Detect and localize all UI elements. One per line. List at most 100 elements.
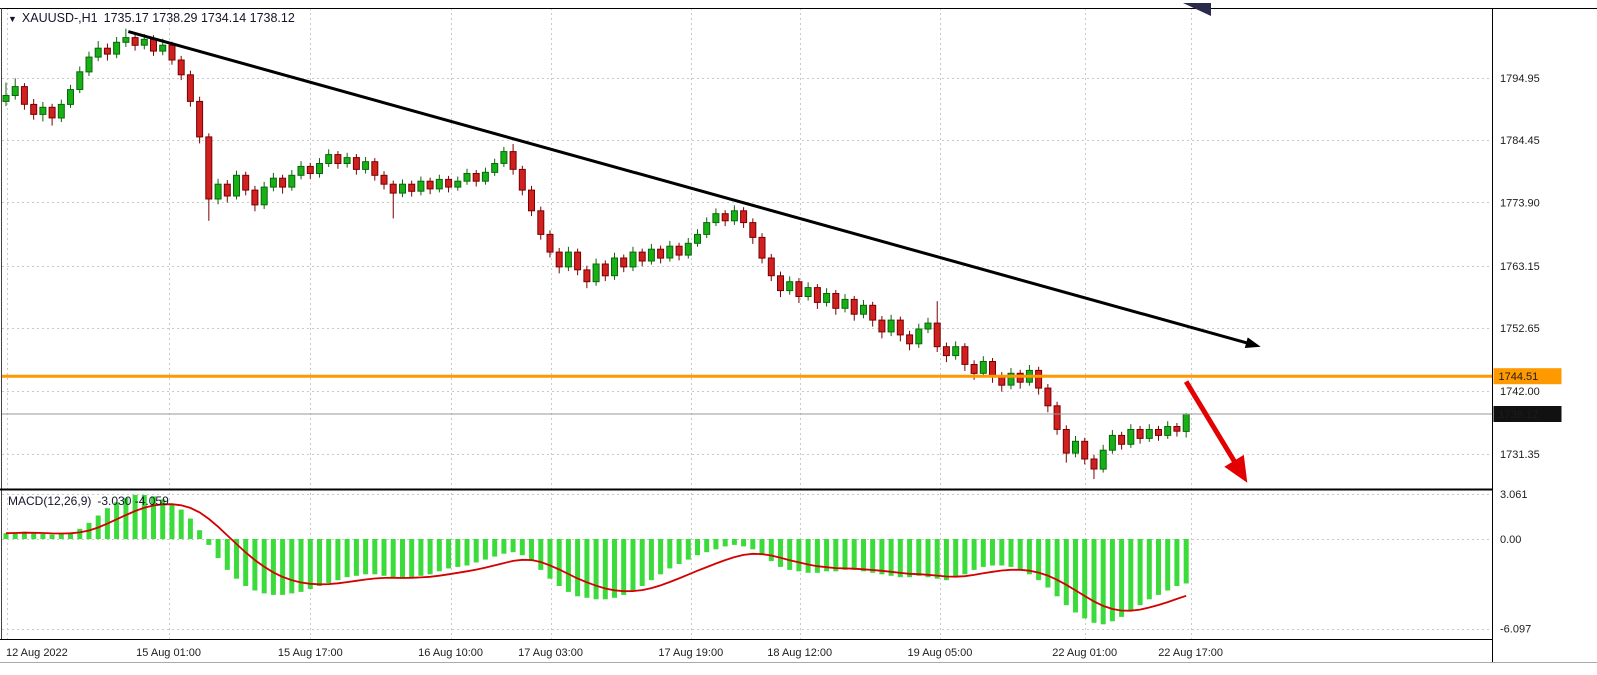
candle-body-down xyxy=(1136,429,1144,439)
candle-body-up xyxy=(647,248,655,262)
trendline[interactable] xyxy=(127,30,1253,346)
macd-bar xyxy=(132,494,138,539)
macd-bar xyxy=(695,539,700,556)
chart-shift-marker xyxy=(1183,3,1211,16)
candle-body-up xyxy=(269,177,277,188)
macd-bar xyxy=(824,539,830,572)
candle-body-up xyxy=(611,257,618,277)
candle-body-down xyxy=(795,281,803,298)
macd-bar xyxy=(870,539,876,573)
macd-bar xyxy=(1183,539,1189,584)
sell-arrow-head xyxy=(1224,454,1248,483)
price-tag-current xyxy=(1493,406,1562,422)
macd-bar xyxy=(1091,539,1097,623)
candle-body-up xyxy=(1127,429,1135,445)
macd-bar xyxy=(879,539,885,575)
time-tick-label: 15 Aug 01:00 xyxy=(136,647,201,659)
macd-bar xyxy=(658,539,664,575)
time-tick-label: 22 Aug 01:00 xyxy=(1052,647,1117,659)
macd-bar xyxy=(1100,539,1106,625)
candle-body-up xyxy=(629,251,637,268)
macd-bar xyxy=(953,539,959,578)
candle-body-down xyxy=(832,293,840,309)
macd-bar xyxy=(796,539,802,572)
candle-body-down xyxy=(657,248,665,259)
macd-bar xyxy=(676,539,682,564)
candle-body-down xyxy=(740,210,748,224)
macd-bar xyxy=(667,539,673,569)
candle-body-up xyxy=(786,281,794,292)
candle-body-up xyxy=(500,151,508,164)
macd-bar xyxy=(621,539,627,595)
candle-body-up xyxy=(481,171,489,182)
macd-bar xyxy=(455,539,461,567)
candle-body-up xyxy=(730,210,738,222)
candle-body-up xyxy=(39,106,47,115)
candle-body-up xyxy=(712,213,720,224)
macd-bar xyxy=(519,539,525,556)
macd-bar xyxy=(778,539,783,567)
macd-bar xyxy=(547,539,553,579)
macd-bar xyxy=(722,539,728,547)
price-axis[interactable] xyxy=(1493,9,1597,655)
macd-bar xyxy=(704,539,710,553)
time-tick-label: 18 Aug 12:00 xyxy=(767,647,832,659)
candle-body-up xyxy=(952,346,960,357)
candle-body-down xyxy=(767,257,775,277)
candle-body-down xyxy=(251,189,259,206)
macd-bar xyxy=(1063,539,1069,606)
macd-bar xyxy=(556,539,562,586)
macd-bar xyxy=(805,539,811,573)
macd-bar xyxy=(372,539,378,575)
candle-body-up xyxy=(491,163,499,173)
candle-body-up xyxy=(887,319,895,333)
candle-body-down xyxy=(426,180,434,190)
macd-indicator-label: MACD(12,26,9) -3.030 -4.059 xyxy=(8,494,175,508)
macd-bar xyxy=(593,539,599,600)
candle-body-up xyxy=(684,242,692,256)
candle-body-down xyxy=(1155,429,1162,436)
macd-bar xyxy=(317,539,322,586)
macd-bar xyxy=(1045,539,1051,588)
macd-bar xyxy=(381,539,387,576)
sell-arrow[interactable] xyxy=(1183,380,1242,471)
price-tick-label: 1752.65 xyxy=(1500,323,1540,335)
macd-bar xyxy=(427,539,433,575)
candle-body-up xyxy=(915,328,923,345)
candle-body-up xyxy=(1099,449,1107,470)
candle-body-down xyxy=(279,177,287,188)
macd-bar xyxy=(151,496,156,539)
macd-bar xyxy=(464,539,470,566)
candle-body-down xyxy=(177,59,185,76)
candle-body-up xyxy=(67,89,74,105)
candle-body-up xyxy=(11,86,19,96)
time-axis[interactable] xyxy=(0,641,1492,661)
macd-bar xyxy=(888,539,894,576)
price-tag-current-label: 1738.12 xyxy=(1499,409,1539,421)
macd-bar xyxy=(473,539,479,563)
candle-body-up xyxy=(463,173,471,182)
macd-bar xyxy=(971,539,977,570)
macd-bar xyxy=(400,539,405,579)
candle-body-down xyxy=(389,183,397,194)
candle-body-up xyxy=(122,37,130,43)
candle-body-down xyxy=(675,245,683,256)
candle-body-up xyxy=(399,183,406,194)
macd-bar xyxy=(1008,539,1014,567)
chart-dropdown-icon[interactable]: ▼ xyxy=(8,14,17,24)
time-tick-label: 12 Aug 2022 xyxy=(6,647,68,659)
symbol-timeframe-label: XAUUSD-,H1 xyxy=(21,11,98,25)
candle-body-down xyxy=(537,210,545,235)
candle-body-down xyxy=(721,213,729,222)
macd-bar xyxy=(584,539,590,598)
candle-body-down xyxy=(1173,426,1181,432)
macd-tick-label: 3.061 xyxy=(1500,489,1528,501)
candle-body-up xyxy=(113,41,121,55)
candle-body-down xyxy=(574,251,582,271)
candle-body-down xyxy=(205,136,213,200)
candle-body-down xyxy=(445,178,453,188)
candle-body-down xyxy=(1118,434,1126,445)
macd-bar xyxy=(1146,539,1152,600)
candle-body-down xyxy=(546,233,554,253)
